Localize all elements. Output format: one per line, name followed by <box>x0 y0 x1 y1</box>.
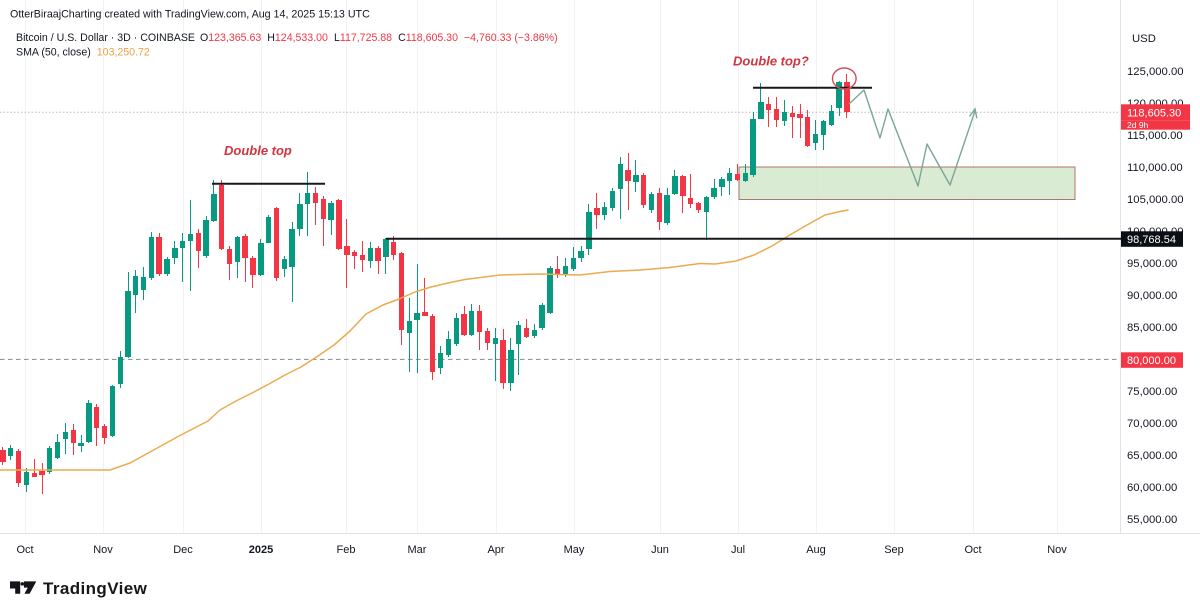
svg-text:Sep: Sep <box>884 544 904 556</box>
svg-text:80,000.00: 80,000.00 <box>1127 355 1176 367</box>
svg-text:SMA (50, close)103,250.72: SMA (50, close) 103,250.72 <box>16 47 150 59</box>
svg-text:2d 9h: 2d 9h <box>1127 120 1149 130</box>
svg-text:125,000.00: 125,000.00 <box>1127 66 1184 78</box>
svg-text:Nov: Nov <box>1047 544 1067 556</box>
svg-text:TradingView: TradingView <box>43 579 148 598</box>
svg-text:95,000.00: 95,000.00 <box>1127 258 1177 270</box>
svg-text:Dec: Dec <box>173 544 193 556</box>
svg-text:Double top: Double top <box>224 143 292 158</box>
svg-text:Oct: Oct <box>16 544 33 556</box>
svg-text:55,000.00: 55,000.00 <box>1127 514 1177 526</box>
svg-text:Double top?: Double top? <box>733 54 809 69</box>
svg-text:Jul: Jul <box>731 544 745 556</box>
svg-text:2025: 2025 <box>249 544 273 556</box>
svg-text:110,000.00: 110,000.00 <box>1127 162 1183 174</box>
svg-text:Bitcoin / U.S. Dollar · 3D · C: Bitcoin / U.S. Dollar · 3D · COINBASE O12… <box>16 32 558 44</box>
svg-text:85,000.00: 85,000.00 <box>1127 322 1177 334</box>
svg-text:Oct: Oct <box>964 544 981 556</box>
svg-text:Nov: Nov <box>93 544 113 556</box>
svg-text:OtterBiraajCharting created wi: OtterBiraajCharting created with Trading… <box>10 9 370 21</box>
svg-text:118,605.30: 118,605.30 <box>1127 108 1181 120</box>
svg-text:Aug: Aug <box>806 544 826 556</box>
svg-text:70,000.00: 70,000.00 <box>1127 418 1177 430</box>
svg-text:USD: USD <box>1132 33 1156 45</box>
svg-text:75,000.00: 75,000.00 <box>1127 386 1177 398</box>
svg-text:115,000.00: 115,000.00 <box>1127 130 1183 142</box>
svg-text:60,000.00: 60,000.00 <box>1127 482 1177 494</box>
svg-text:Jun: Jun <box>651 544 669 556</box>
svg-text:90,000.00: 90,000.00 <box>1127 290 1177 302</box>
svg-text:65,000.00: 65,000.00 <box>1127 450 1177 462</box>
svg-text:98,768.54: 98,768.54 <box>1127 234 1176 246</box>
svg-text:Apr: Apr <box>487 544 504 556</box>
svg-text:Mar: Mar <box>408 544 427 556</box>
svg-text:May: May <box>564 544 585 556</box>
svg-text:Feb: Feb <box>337 544 356 556</box>
svg-text:105,000.00: 105,000.00 <box>1127 194 1184 206</box>
